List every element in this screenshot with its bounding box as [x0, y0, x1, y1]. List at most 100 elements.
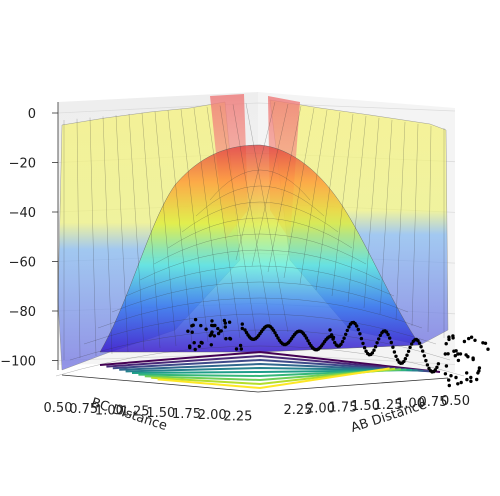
trajectory-point [469, 379, 473, 383]
trajectory-point [402, 359, 406, 364]
z-tick-label: −100 [0, 355, 36, 370]
ab-tick-label: 1.50 [351, 399, 380, 414]
trajectory-point [304, 336, 309, 340]
trajectory-point [372, 348, 376, 352]
trajectory-point [451, 334, 455, 338]
z-tick-label: −80 [9, 305, 36, 320]
trajectory-point [197, 344, 201, 348]
z-tick-labels: 0 −20 −40 −60 −80 −100 [0, 107, 36, 370]
trajectory-point [477, 366, 482, 370]
mesh-line [76, 118, 81, 359]
bc-tick-label: 0.75 [69, 402, 98, 417]
trajectory-point [223, 325, 227, 329]
mesh-line [181, 201, 339, 233]
mesh-line [154, 111, 177, 347]
trajectory-point [471, 357, 475, 362]
trajectory-point [405, 353, 409, 357]
trajectory-point [389, 340, 393, 345]
trajectory-point [353, 321, 357, 326]
z-tick-label: 0 [28, 107, 36, 122]
trajectory-point [211, 323, 215, 328]
trajectory-point [452, 349, 456, 353]
mesh-line [347, 115, 367, 303]
trajectory-point [362, 346, 367, 350]
trajectory-point [388, 336, 392, 340]
trajectory-point [465, 371, 469, 375]
trajectory-point [216, 326, 220, 331]
ab-tick-labels: 2.252.001.751.501.251.000.750.50 [284, 394, 470, 418]
trajectory-point [373, 345, 378, 349]
trajectory-point [416, 339, 420, 343]
contour-line [125, 366, 418, 373]
trajectory-point [239, 347, 243, 351]
trajectory-point [238, 343, 243, 348]
z-tick-label: −40 [9, 206, 36, 221]
trajectory-point [456, 382, 460, 386]
trajectory-point [344, 332, 348, 336]
trajectory-point [425, 363, 430, 367]
trajectory-point [378, 333, 382, 338]
ab-tick-label: 1.75 [329, 400, 358, 415]
trajectory-point [355, 324, 359, 328]
trajectory-point [473, 338, 477, 342]
trajectory-point [240, 326, 244, 331]
trajectory-point [188, 345, 192, 350]
z-gridline [57, 353, 456, 365]
trajectory-point [199, 323, 203, 328]
trajectory-point [361, 341, 365, 346]
trajectory-point [340, 339, 345, 344]
mesh-line [141, 112, 161, 349]
trajectory-point [394, 354, 398, 358]
mesh-line [128, 113, 145, 351]
bc-tick-label: 1.25 [121, 405, 150, 420]
ab-tick-label: 2.25 [284, 403, 313, 418]
axis-lines [57, 102, 449, 393]
trajectory-point [219, 329, 223, 333]
z-tick-label: −60 [9, 256, 36, 271]
mesh-line [167, 217, 353, 249]
trajectory-point [456, 352, 460, 356]
trajectory-point [306, 339, 310, 343]
mesh-line [232, 104, 273, 335]
mesh-line [245, 103, 289, 333]
trajectory-point [444, 364, 449, 368]
trajectory-point [419, 345, 423, 349]
mesh-line [299, 109, 328, 285]
z-tick-label: −20 [9, 157, 36, 172]
mesh-line [411, 123, 419, 327]
contour-line [106, 354, 435, 373]
trajectory-point [375, 341, 379, 345]
trajectory-point [444, 342, 448, 346]
trajectory-point [234, 347, 239, 351]
trajectory-point [403, 357, 408, 361]
trajectory-point [328, 328, 332, 332]
trajectory-point [210, 330, 214, 334]
mesh-line [427, 125, 432, 333]
trajectory-point [209, 343, 213, 347]
trajectory-point [408, 345, 412, 350]
trajectory-point [333, 340, 337, 345]
trajectory-point [475, 377, 479, 382]
trajectory-point [384, 330, 389, 334]
trajectory-point [386, 332, 390, 337]
trajectory-point [447, 337, 451, 342]
mesh-line [315, 111, 341, 291]
mesh-line [395, 121, 406, 321]
trajectory-point [427, 366, 431, 371]
mesh-line [153, 233, 367, 265]
trajectory-point [435, 365, 439, 369]
mesh-line [193, 107, 225, 341]
mesh-line [83, 313, 437, 345]
trajectory-point [467, 336, 471, 341]
mesh-line [283, 107, 315, 279]
trajectory-point [377, 337, 381, 341]
contour-line [157, 367, 390, 390]
mesh-line [209, 169, 311, 201]
bc-tick-label: 1.75 [172, 407, 201, 422]
trajectory-point [364, 349, 368, 353]
trajectory-scatter [186, 317, 490, 388]
contour-projection [99, 350, 441, 390]
trajectory-point [329, 333, 334, 337]
trajectory-point [358, 332, 362, 336]
